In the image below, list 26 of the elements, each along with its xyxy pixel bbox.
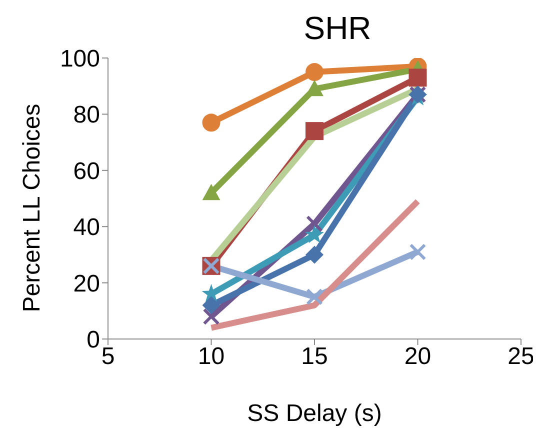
point [202,296,220,314]
x-tick-label: 20 [404,343,432,370]
point [408,68,427,87]
y-tick-label: 80 [73,102,100,129]
y-axis-title: Percent LL Choices [18,104,46,312]
point [409,243,426,260]
chart-title: SHR [302,10,372,47]
y-tick-label: 40 [73,214,100,242]
point [306,63,324,82]
y-tick-label: 60 [73,158,100,185]
x-tick-label: 25 [508,343,534,370]
point [306,288,323,306]
point [304,225,324,244]
point [306,246,324,264]
y-tick-label: 100 [60,46,100,73]
x-tick-label: 15 [301,343,328,370]
x-axis-title: SS Delay (s) [247,400,382,427]
point [306,215,323,232]
x-tick-label: 5 [101,343,115,370]
point [202,184,220,200]
y-tick-label: 20 [73,270,100,298]
y-tick-label: 0 [86,326,100,354]
point [306,122,324,140]
x-tick-label: 10 [198,343,225,370]
point [202,114,220,132]
point [202,308,220,326]
